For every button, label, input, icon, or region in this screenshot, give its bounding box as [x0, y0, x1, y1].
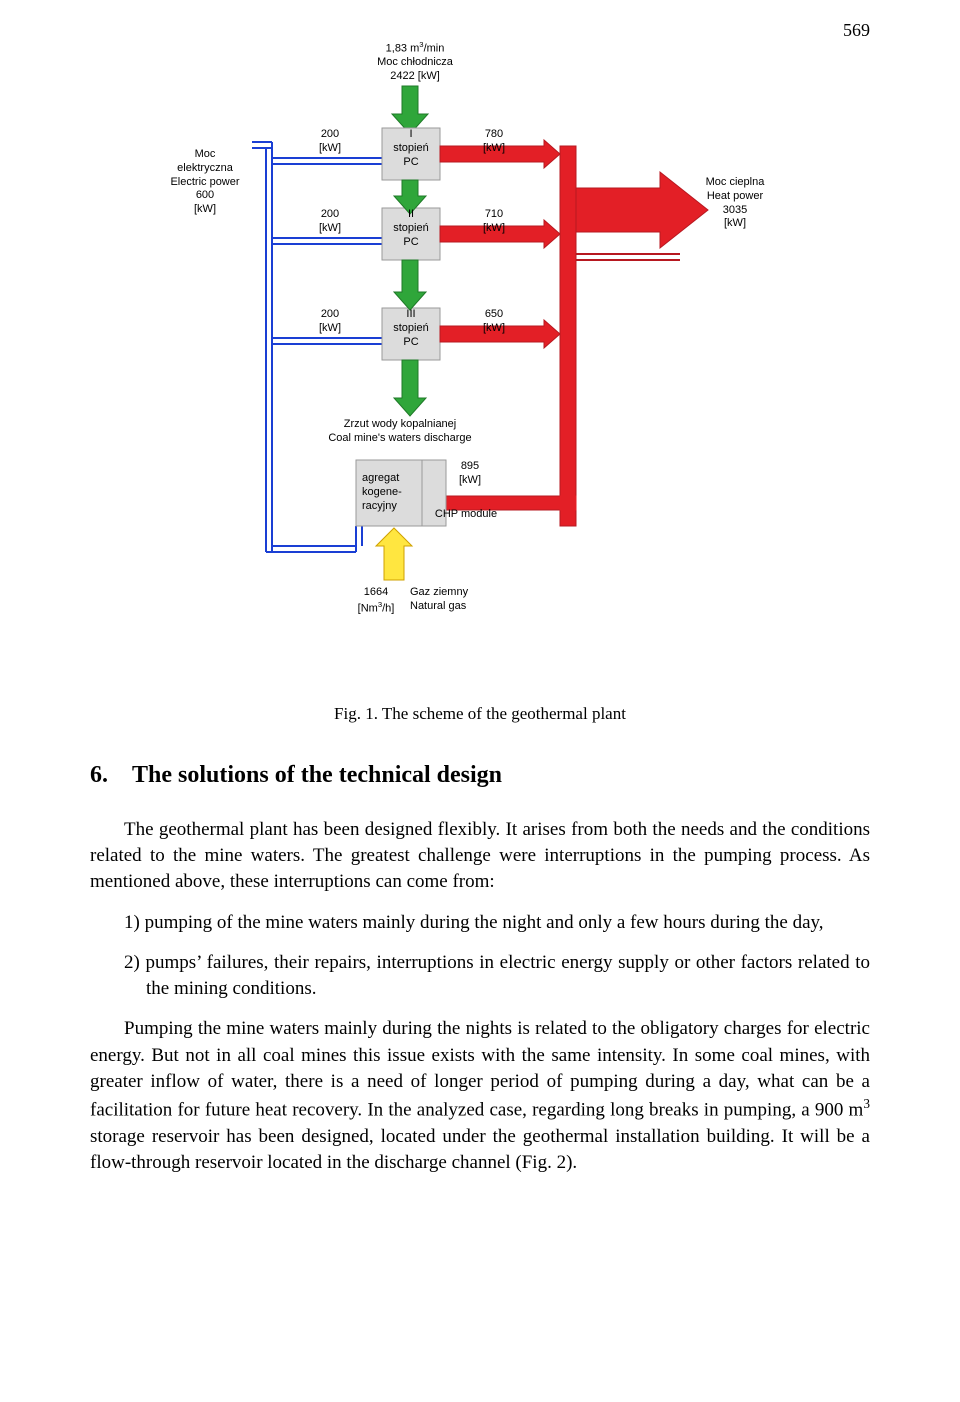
- diagram-container: 1,83 m3/min Moc chłodnicza 2422 [kW] Moc…: [90, 40, 870, 680]
- stage2-in: 200[kW]: [310, 208, 350, 236]
- discharge-label: Zrzut wody kopalnianej Coal mine's water…: [300, 418, 500, 446]
- geothermal-scheme-diagram: 1,83 m3/min Moc chłodnicza 2422 [kW] Moc…: [160, 40, 800, 680]
- stage1-out: 780[kW]: [474, 128, 514, 156]
- stage3-in: 200[kW]: [310, 308, 350, 336]
- gas-value: 1664 [Nm3/h]: [346, 586, 406, 616]
- section-heading: 6. The solutions of the technical design: [90, 762, 870, 789]
- list-item-2: 2) pumps’ failures, their repairs, inter…: [90, 950, 870, 1002]
- stage1-in: 200[kW]: [310, 128, 350, 156]
- gas-label: Gaz ziemny Natural gas: [410, 586, 490, 614]
- paragraph-1: The geothermal plant has been designed f…: [90, 817, 870, 896]
- paragraph-2: Pumping the mine waters mainly during th…: [90, 1016, 870, 1176]
- chp-out: 895[kW]: [450, 460, 490, 488]
- stage2-box-label: IIstopieńPC: [388, 208, 434, 249]
- stage3-out: 650[kW]: [474, 308, 514, 336]
- figure-caption: Fig. 1. The scheme of the geothermal pla…: [90, 704, 870, 724]
- list-item-1: 1) pumping of the mine waters mainly dur…: [90, 910, 870, 936]
- chp-box-label: agregat kogene- racyjny: [362, 472, 422, 513]
- stage3-box-label: IIIstopieńPC: [388, 308, 434, 349]
- stage1-box-label: IstopieńPC: [388, 128, 434, 169]
- chp-module-label: CHP module: [426, 508, 506, 522]
- electric-power-label: Moc elektryczna Electric power 600 [kW]: [160, 148, 250, 217]
- heat-power-label: Moc cieplna Heat power 3035 [kW]: [690, 176, 780, 231]
- stage2-out: 710[kW]: [474, 208, 514, 236]
- header-label: 1,83 m3/min Moc chłodnicza 2422 [kW]: [355, 40, 475, 84]
- page-number: 569: [843, 20, 870, 41]
